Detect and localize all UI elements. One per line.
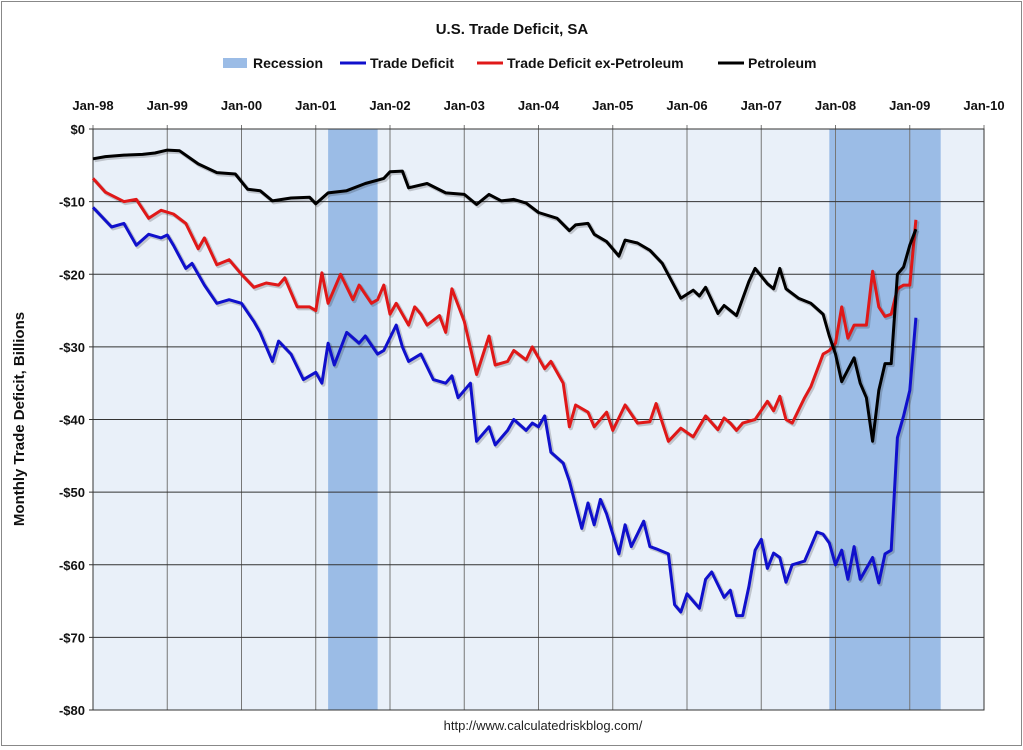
x-tick-label: Jan-10 — [963, 98, 1004, 113]
y-tick-label: -$10 — [59, 195, 85, 210]
legend-label: Recession — [253, 55, 323, 71]
x-tick-label: Jan-02 — [369, 98, 410, 113]
series-line-trade-deficit-ex-petroleum — [91, 177, 918, 443]
x-tick-label: Jan-07 — [741, 98, 782, 113]
series-line-petroleum — [92, 148, 918, 443]
y-tick-label: -$20 — [59, 267, 85, 282]
y-tick-label: -$60 — [59, 558, 85, 573]
legend-label: Trade Deficit ex-Petroleum — [507, 55, 684, 71]
x-tick-label: Jan-99 — [147, 98, 188, 113]
x-tick-label: Jan-01 — [295, 98, 336, 113]
y-tick-label: -$50 — [59, 485, 85, 500]
y-tick-label: -$40 — [59, 413, 85, 428]
y-tick-label: -$80 — [59, 703, 85, 718]
x-tick-label: Jan-08 — [815, 98, 856, 113]
y-tick-label: -$70 — [59, 630, 85, 645]
y-tick-label: -$30 — [59, 340, 85, 355]
plot-border — [92, 128, 985, 711]
x-tick-label: Jan-04 — [518, 98, 560, 113]
y-axis-title: Monthly Trade Deficit, Billions — [11, 312, 28, 526]
legend-label: Petroleum — [748, 55, 816, 71]
chart-title: U.S. Trade Deficit, SA — [436, 21, 589, 38]
x-tick-label: Jan-00 — [221, 98, 262, 113]
y-tick-label: $0 — [71, 122, 85, 137]
footer-url: http://www.calculatedriskblog.com/ — [444, 718, 643, 733]
series-line-trade-deficit — [91, 206, 918, 618]
x-tick-label: Jan-06 — [666, 98, 707, 113]
x-tick-label: Jan-03 — [444, 98, 485, 113]
x-axis-ticks: Jan-98 Jan-99 Jan-00 Jan-01 Jan-02 Jan-03 Jan-… — [72, 98, 1004, 113]
gridlines — [89, 125, 985, 711]
legend-label: Trade Deficit — [370, 55, 454, 71]
legend-swatch — [223, 58, 247, 68]
series-lines — [91, 148, 920, 620]
x-tick-label: Jan-98 — [72, 98, 113, 113]
x-tick-label: Jan-09 — [889, 98, 930, 113]
x-tick-label: Jan-05 — [592, 98, 633, 113]
legend: Recession Trade Deficit Trade Deficit ex-P… — [223, 55, 816, 71]
y-axis-ticks: $0 -$10 -$20 -$30 -$40 -$50 -$60 -$70 -$80 — [59, 122, 85, 718]
